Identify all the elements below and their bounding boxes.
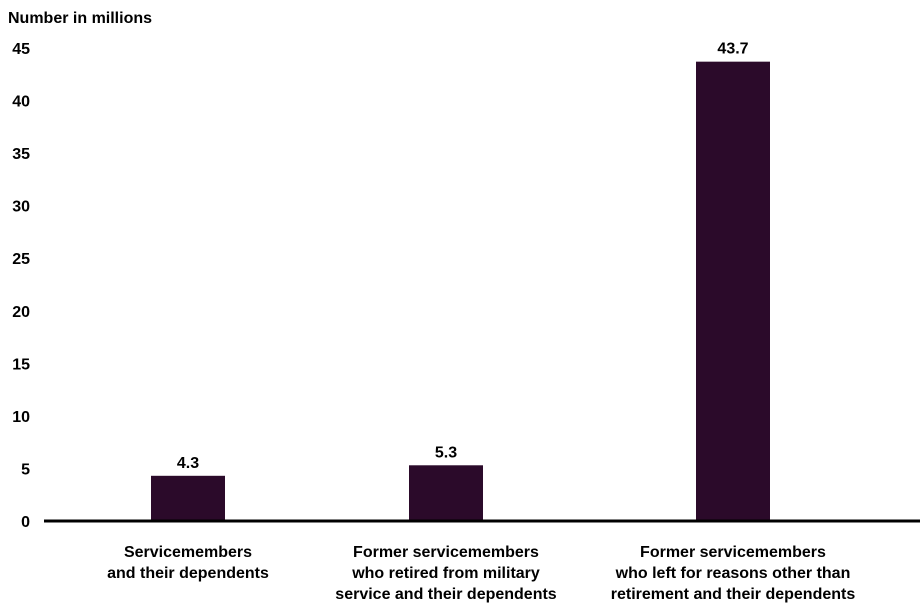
y-tick-label: 40 — [12, 94, 30, 111]
category-label: Former servicemembers — [640, 544, 826, 561]
y-tick-label: 5 — [21, 461, 30, 478]
category-label: Servicemembers — [124, 544, 252, 561]
data-label: 43.7 — [717, 41, 748, 58]
category-label: Former servicemembers — [353, 544, 539, 561]
data-label: 5.3 — [435, 444, 457, 461]
y-tick-label: 0 — [21, 514, 30, 531]
y-tick-label: 20 — [12, 304, 30, 321]
y-axis-ticks: 0 5 10 15 20 25 30 35 40 45 — [12, 41, 30, 531]
category-label: service and their dependents — [335, 586, 557, 603]
bar — [696, 61, 770, 522]
bars-group — [151, 61, 770, 522]
category-label: who left for reasons other than — [615, 565, 851, 582]
y-tick-label: 10 — [12, 409, 30, 426]
data-label: 4.3 — [177, 455, 199, 472]
y-tick-label: 35 — [12, 146, 30, 163]
y-tick-label: 25 — [12, 251, 30, 268]
y-tick-label: 45 — [12, 41, 30, 58]
bar — [409, 465, 483, 521]
category-label: who retired from military — [351, 565, 540, 582]
y-tick-label: 30 — [12, 199, 30, 216]
bar — [151, 475, 225, 521]
y-axis-title: Number in millions — [8, 10, 152, 27]
category-label: retirement and their dependents — [611, 586, 856, 603]
category-label: and their dependents — [107, 565, 269, 582]
category-labels-group: Servicemembers and their dependents Former… — [107, 544, 855, 603]
data-labels-group: 4.3 5.3 43.7 — [177, 41, 749, 472]
y-tick-label: 15 — [12, 356, 30, 373]
